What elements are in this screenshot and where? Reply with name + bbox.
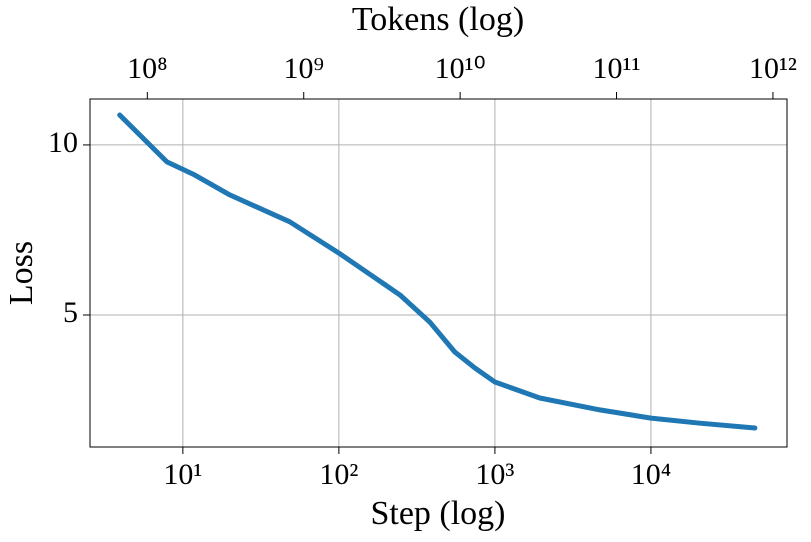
x-tick-label: 10³ [475,458,514,491]
x2-tick-label: 10¹¹ [593,52,641,85]
x2-tick-label: 10¹⁰ [435,52,486,85]
x2-tick-label: 10⁸ [127,52,167,85]
x-tick-label: 10⁴ [631,458,671,491]
y-axis-title: Loss [3,241,40,305]
x-tick-label: 10² [319,458,358,491]
x2-tick-label: 10¹² [749,52,797,85]
x-tick-label: 10¹ [163,458,202,491]
y-tick-label: 5 [63,296,78,329]
x-axis-title: Step (log) [370,495,505,532]
loss-line [117,112,758,431]
y-tick-label: 10 [48,126,78,159]
x2-axis-title: Tokens (log) [352,1,524,38]
x2-tick-label: 10⁹ [283,52,323,85]
plot-frame [89,98,788,448]
